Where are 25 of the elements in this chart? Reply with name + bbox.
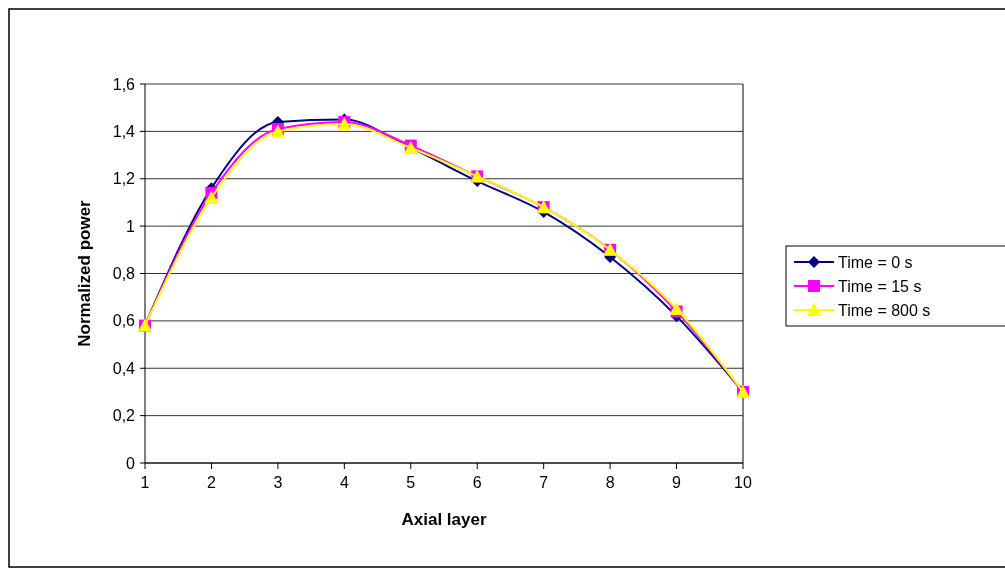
legend-label: Time = 0 s — [838, 253, 913, 271]
x-tick-label: 10 — [734, 474, 752, 491]
x-tick-label: 2 — [206, 474, 216, 491]
y-tick-label: 0,4 — [112, 359, 136, 377]
x-tick-label: 7 — [539, 474, 549, 491]
x-tick-label: 6 — [472, 474, 482, 491]
x-tick-label: 3 — [273, 474, 283, 491]
y-tick-label: 0,6 — [112, 312, 136, 330]
y-tick-label: 0 — [126, 454, 136, 472]
y-tick-label: 1,4 — [112, 122, 136, 140]
point — [204, 190, 219, 204]
y-tick-label: 1,6 — [112, 75, 136, 93]
y-tick-label: 1,2 — [112, 170, 136, 188]
x-tick-label: 4 — [339, 474, 349, 491]
y-axis-title: Normalized power — [75, 199, 94, 347]
x-tick-label: 8 — [605, 474, 615, 491]
x-tick-label: 1 — [140, 474, 150, 491]
x-axis-title: Axial layer — [401, 510, 487, 529]
x-tick-label: 9 — [672, 474, 682, 491]
x-tick-label: 5 — [406, 474, 416, 491]
y-tick-label: 0,2 — [112, 407, 136, 425]
legend-label: Time = 800 s — [838, 301, 931, 319]
y-tick-label: 0,8 — [112, 265, 136, 283]
legend-label: Time = 15 s — [838, 277, 922, 295]
y-tick-label: 1 — [126, 217, 136, 235]
